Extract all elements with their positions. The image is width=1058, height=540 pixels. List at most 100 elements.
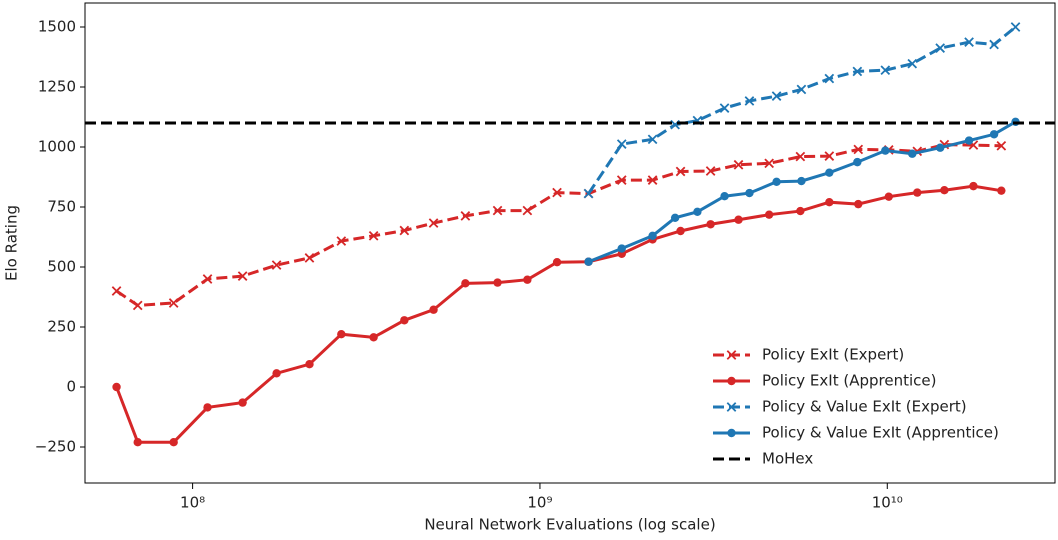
y-tick-label: 500 — [47, 258, 76, 276]
legend-label: Policy & Value ExIt (Expert) — [762, 398, 967, 416]
point — [969, 181, 978, 191]
point — [884, 192, 893, 201]
point — [745, 188, 754, 198]
point — [913, 188, 922, 197]
legend-label: MoHex — [762, 450, 813, 468]
plot-frame — [84, 2, 1056, 484]
point — [616, 175, 627, 185]
point — [670, 213, 680, 222]
point — [237, 271, 248, 281]
point — [523, 275, 532, 284]
point — [706, 220, 715, 229]
point — [996, 140, 1007, 151]
point — [964, 37, 974, 47]
y-tick-label: 0 — [66, 378, 76, 396]
y-axis-label: Elo Rating — [3, 205, 21, 281]
point — [796, 206, 805, 216]
point — [720, 192, 729, 201]
y-tick-label: 1250 — [38, 78, 76, 96]
point — [853, 157, 862, 167]
point — [1010, 22, 1021, 32]
point — [168, 298, 179, 308]
point — [492, 205, 503, 216]
point — [368, 230, 379, 241]
point — [795, 151, 806, 162]
point — [461, 279, 470, 288]
point — [772, 177, 781, 186]
point — [202, 274, 213, 284]
point — [719, 103, 730, 113]
point — [852, 66, 863, 77]
point — [907, 58, 918, 69]
point — [854, 199, 863, 209]
point — [647, 134, 658, 145]
point — [271, 260, 282, 270]
point — [399, 225, 410, 236]
point — [693, 207, 702, 216]
point — [797, 176, 806, 186]
legend-marker — [726, 402, 737, 412]
point — [616, 139, 627, 149]
point — [617, 244, 626, 253]
point — [676, 226, 685, 236]
point — [238, 398, 247, 407]
point — [584, 257, 593, 266]
point — [771, 91, 782, 101]
point — [169, 438, 178, 447]
point — [132, 300, 143, 311]
x-axis-label: Neural Network Evaluations (log scale) — [424, 516, 715, 534]
point — [522, 205, 533, 216]
point — [824, 151, 835, 161]
point — [400, 316, 409, 325]
point — [935, 143, 945, 152]
point — [648, 231, 657, 240]
point — [203, 403, 212, 412]
point — [336, 236, 347, 246]
legend-label: Policy & Value ExIt (Apprentice) — [762, 424, 999, 442]
point — [304, 253, 315, 263]
point — [305, 360, 314, 369]
legend: Policy ExIt (Expert) Policy ExIt (Apprent… — [713, 346, 999, 468]
legend-marker — [727, 428, 736, 438]
legend-label: Policy ExIt (Expert) — [762, 346, 904, 364]
point — [429, 305, 438, 314]
point — [460, 211, 471, 221]
point — [428, 218, 439, 228]
point — [583, 188, 594, 199]
y-tick-label: 750 — [47, 198, 76, 216]
point — [908, 149, 917, 158]
point — [733, 159, 744, 170]
y-tick-label: −250 — [35, 438, 76, 456]
point — [111, 286, 122, 296]
series-line — [115, 184, 1002, 444]
point — [675, 166, 686, 177]
point — [112, 382, 121, 392]
y-tick-label: 1000 — [38, 138, 76, 156]
y-tick-label: 250 — [47, 318, 76, 336]
x-tick-label: 10¹⁰ — [872, 494, 903, 512]
point — [880, 65, 891, 76]
point — [997, 186, 1006, 195]
point — [552, 187, 562, 198]
point — [796, 84, 807, 95]
point — [989, 39, 999, 50]
point — [337, 330, 346, 339]
point — [825, 198, 834, 207]
point — [935, 43, 946, 53]
legend-label: Policy ExIt (Apprentice) — [762, 372, 936, 390]
point — [744, 96, 755, 106]
point — [989, 130, 999, 139]
point — [369, 333, 378, 342]
x-tick-label: 10⁸ — [180, 494, 205, 512]
point — [734, 215, 743, 224]
point — [964, 136, 974, 145]
point — [272, 369, 281, 378]
point — [825, 168, 834, 177]
point — [705, 166, 716, 176]
legend-marker — [726, 350, 737, 360]
point — [764, 210, 774, 219]
point — [853, 144, 864, 155]
point — [493, 278, 502, 287]
